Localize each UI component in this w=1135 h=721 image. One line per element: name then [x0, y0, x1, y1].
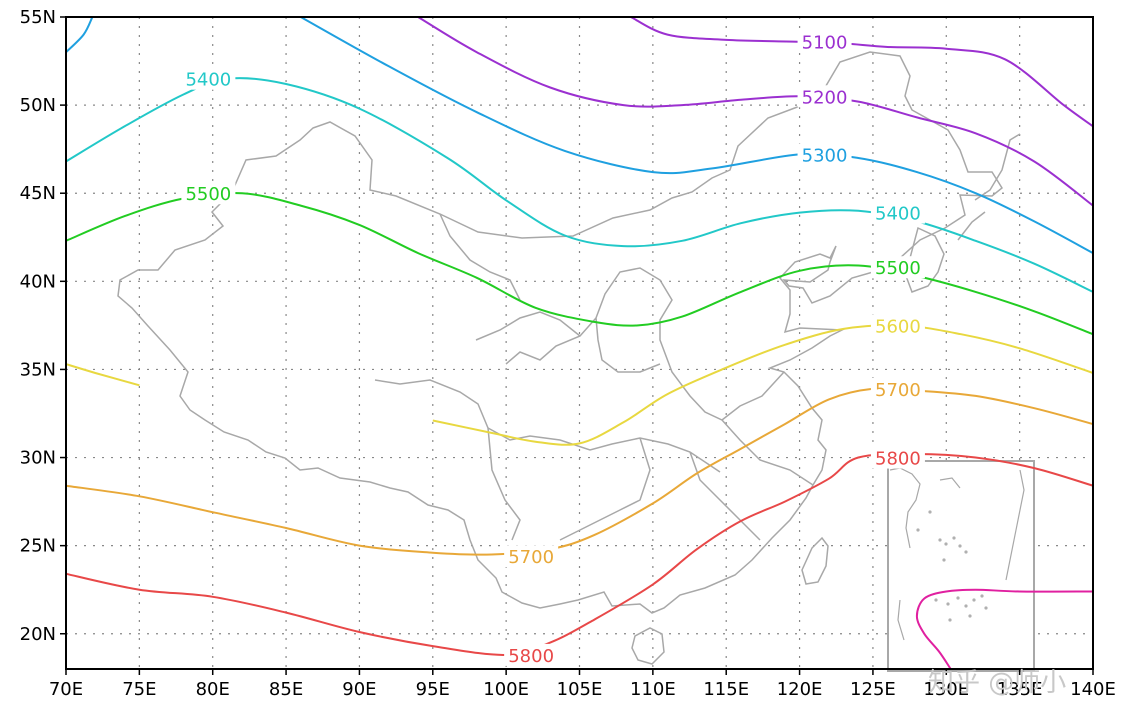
x-tick-label: 90E	[342, 679, 376, 700]
y-tick-label: 55N	[20, 7, 56, 28]
contour-label-bg	[504, 643, 559, 666]
contour-label-bg	[797, 30, 852, 53]
contour-line-unlabeled	[915, 588, 1094, 670]
x-tick-label: 135E	[997, 679, 1043, 700]
x-tick-label: 125E	[850, 679, 896, 700]
y-tick-label: 20N	[20, 624, 56, 645]
contour-label: 5300	[802, 145, 848, 166]
china-outline	[117, 51, 1003, 614]
contour-label-bg	[181, 182, 236, 205]
contour-line-5300	[300, 16, 1094, 254]
x-tick-label: 115E	[703, 679, 749, 700]
contour-label: 5700	[875, 380, 921, 401]
x-tick-label: 80E	[196, 679, 230, 700]
contour-label-bg	[870, 377, 925, 400]
contour-labels: 5100 5200 5300 5400 5400 5500 5500 5600 5700 5700…	[181, 30, 925, 667]
y-tick-label: 25N	[20, 536, 56, 557]
contour-label: 5700	[508, 547, 554, 568]
y-tick-label: 30N	[20, 448, 56, 469]
inner-province-lines	[374, 213, 814, 541]
x-tick-label: 95E	[416, 679, 450, 700]
x-tick-label: 70E	[49, 679, 83, 700]
contour-label: 5500	[875, 258, 921, 279]
contour-label-bg	[797, 143, 852, 166]
x-tick-label: 85E	[269, 679, 303, 700]
contour-label: 5800	[875, 449, 921, 470]
contour-label-bg	[870, 256, 925, 279]
contour-label: 5800	[508, 646, 554, 667]
x-tick-label: 130E	[923, 679, 969, 700]
y-tick-label: 45N	[20, 183, 56, 204]
country-borders	[117, 51, 1021, 665]
y-tick-label: 40N	[20, 271, 56, 292]
inset-coastline	[889, 467, 1025, 641]
watermark-text: 知乎 @师小	[928, 668, 1066, 698]
contour-label: 5600	[875, 316, 921, 337]
y-tick-label: 35N	[20, 359, 56, 380]
contour-label: 5200	[802, 87, 848, 108]
contour-label-bg	[797, 85, 852, 108]
x-tick-label: 100E	[483, 679, 529, 700]
contour-label-bg	[870, 314, 925, 337]
contour-label-bg	[870, 446, 925, 469]
contour-label: 5400	[875, 204, 921, 225]
x-tick-label: 105E	[557, 679, 603, 700]
japan-outline	[957, 133, 1021, 241]
inset-frame	[887, 460, 1035, 672]
contour-label: 5100	[802, 33, 848, 54]
contour-line-5200	[417, 16, 1094, 207]
south-china-sea-inset	[887, 460, 1035, 672]
taiwan-outline	[801, 536, 829, 585]
inset-islands	[916, 510, 988, 622]
contour-line-5600	[432, 324, 1094, 446]
x-tick-label: 75E	[122, 679, 156, 700]
contour-label-bg	[181, 67, 236, 90]
x-tick-label: 110E	[630, 679, 676, 700]
contour-label: 5400	[185, 70, 231, 91]
hainan-outline	[631, 627, 665, 665]
contour-label-bg	[870, 201, 925, 224]
x-tick-label: 120E	[777, 679, 823, 700]
x-tick-label: 140E	[1070, 679, 1116, 700]
contour-line-5300	[65, 16, 94, 53]
y-tick-label: 50N	[20, 95, 56, 116]
contour-line-5600	[65, 363, 140, 387]
contour-label: 5500	[185, 184, 231, 205]
contour-label-bg	[504, 545, 559, 568]
axes: 70E 75E 80E 85E 90E 95E 100E 105E 110E 115E 120E 12…	[20, 7, 1116, 700]
contour-line-5100	[630, 16, 1094, 128]
